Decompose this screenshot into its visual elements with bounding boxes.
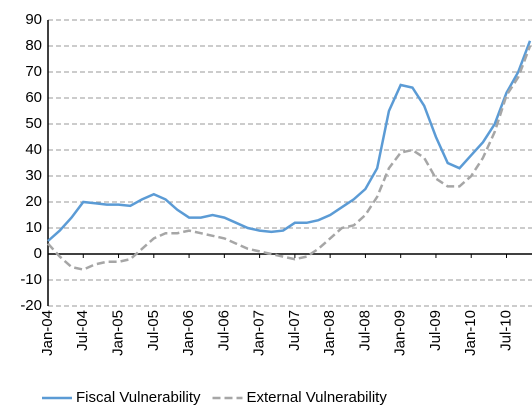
x-tick-label: Jan-09 (392, 310, 409, 356)
x-tick-label: Jan-05 (110, 310, 127, 356)
x-tick-label: Jul-09 (427, 310, 444, 351)
y-tick-label: 50 (25, 115, 42, 132)
x-tick-label: Jan-10 (462, 310, 479, 356)
x-tick-label: Jul-07 (286, 310, 303, 351)
y-tick-label: 30 (25, 167, 42, 184)
series-line (47, 40, 532, 242)
legend-label: External Vulnerability (247, 389, 388, 406)
y-tick-label: 80 (25, 37, 42, 54)
x-tick-label: Jan-08 (321, 310, 338, 356)
x-tick-label: Jan-06 (180, 310, 197, 356)
x-tick-label: Jul-04 (74, 310, 91, 351)
y-tick-label: 40 (25, 141, 42, 158)
y-tick-label: 10 (25, 219, 42, 236)
y-tick-label: -10 (20, 271, 42, 288)
y-tick-label: -20 (20, 297, 42, 314)
y-tick-label: 60 (25, 89, 42, 106)
legend-label: Fiscal Vulnerability (76, 389, 201, 406)
x-tick-label: Jan-04 (39, 310, 56, 356)
x-tick-label: Jul-10 (497, 310, 514, 351)
x-tick-label: Jan-07 (251, 310, 268, 356)
x-tick-label: Jul-05 (145, 310, 162, 351)
y-tick-label: 20 (25, 193, 42, 210)
series-line (47, 45, 532, 271)
x-tick-label: Jul-08 (356, 310, 373, 351)
y-tick-label: 90 (25, 11, 42, 28)
y-tick-label: 70 (25, 63, 42, 80)
x-tick-label: Jul-06 (215, 310, 232, 351)
y-tick-label: 0 (34, 245, 42, 262)
